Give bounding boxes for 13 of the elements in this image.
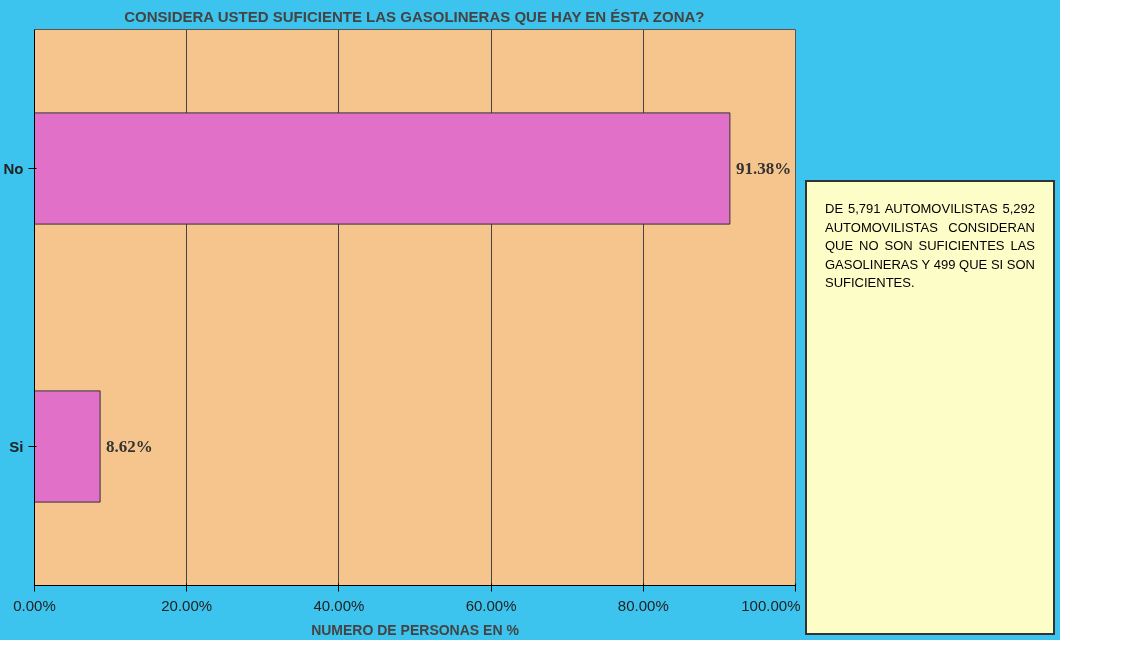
x-tick-label: 20.00% bbox=[161, 596, 213, 614]
data-label: 91.38% bbox=[735, 158, 792, 178]
y-tick-label: No bbox=[3, 160, 24, 177]
text: DE 5,791 AUTOMOVILISTAS 5,292 AUTOMOVILISTAS CONSIDERAN QUE NO SON SUFICIENTES LAS GASOLINERAS Y 499 QUE SI SON SUFICIENTES. bbox=[825, 200, 1035, 293]
x-tick-label: 60.00% bbox=[465, 596, 517, 614]
data-label: 8.62% bbox=[106, 436, 153, 456]
x-tick-label: 100.00% bbox=[741, 596, 801, 614]
x-axis-title: NUMERO DE PERSONAS EN % bbox=[311, 621, 520, 638]
x-tick-label: 40.00% bbox=[313, 596, 365, 614]
y-tick-label: Si bbox=[9, 438, 24, 455]
chart-title: CONSIDERA USTED SUFICIENTE LAS GASOLINERAS QUE HAY EN ÉSTA ZONA? bbox=[124, 7, 705, 25]
x-tick-label: 80.00% bbox=[617, 596, 669, 614]
x-tick-label: 0.00% bbox=[13, 596, 56, 614]
